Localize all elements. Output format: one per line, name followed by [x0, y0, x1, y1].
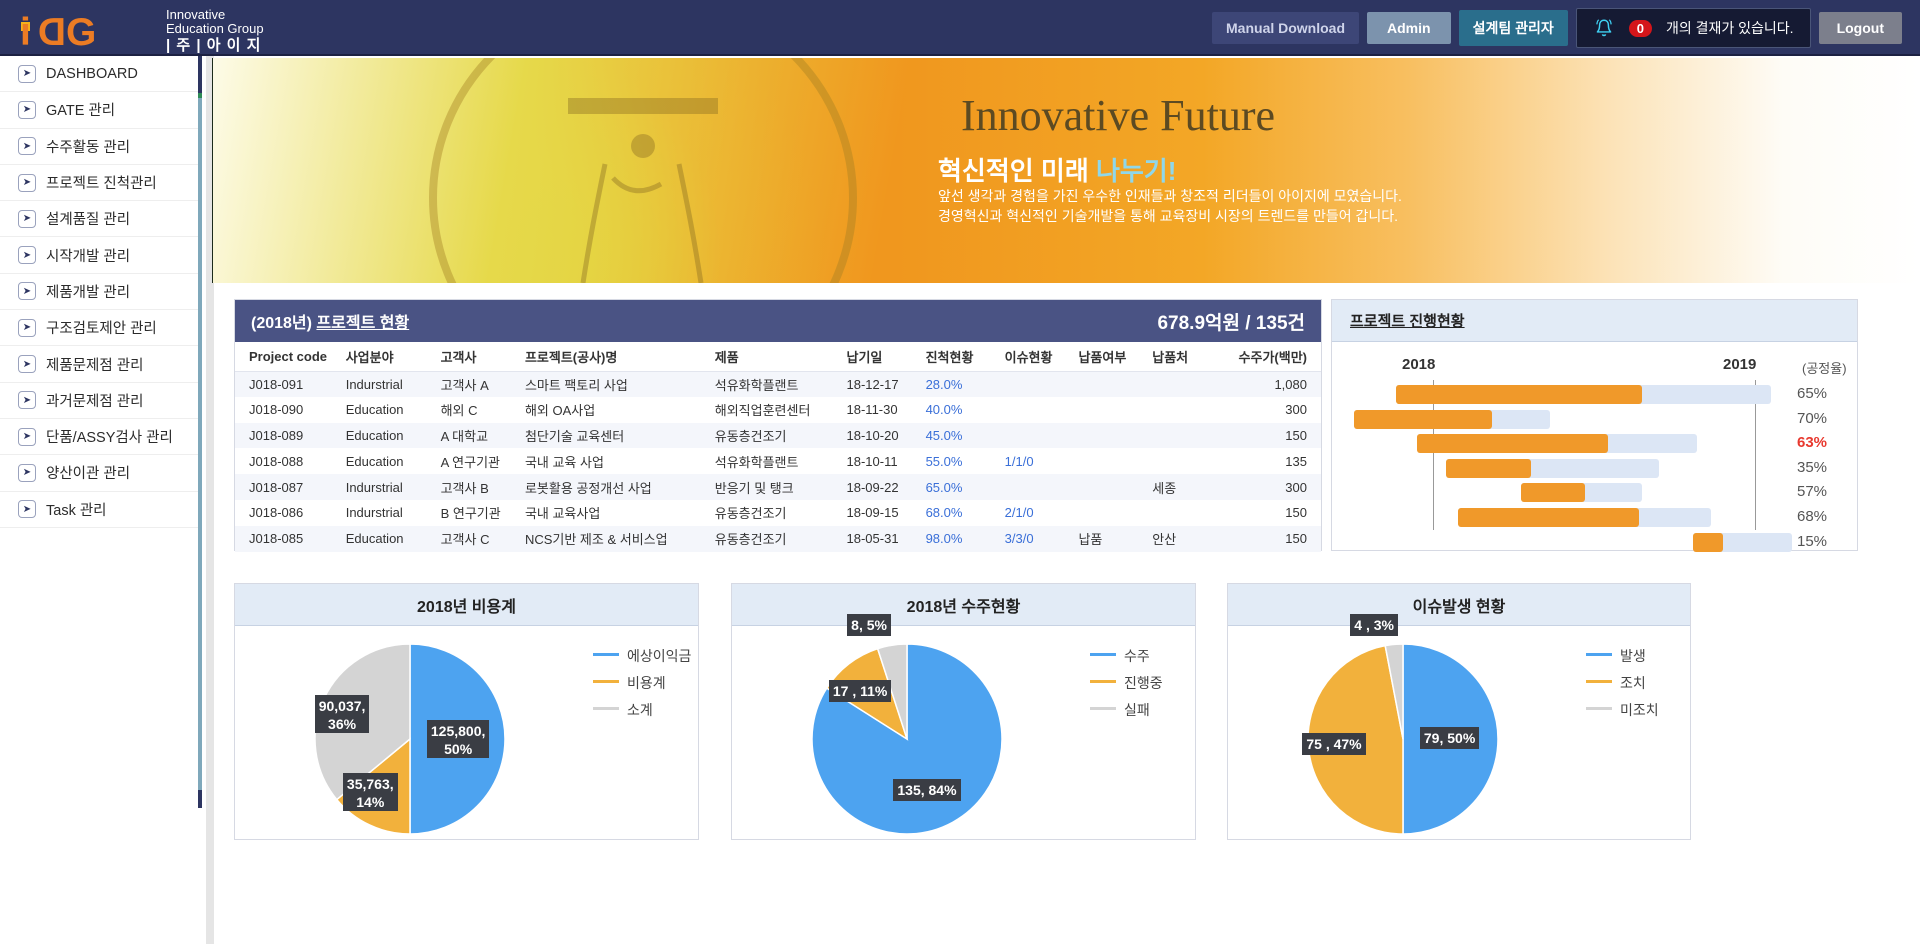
- svg-text:G: G: [66, 11, 96, 51]
- svg-text:i: i: [20, 11, 31, 51]
- svg-text:D: D: [38, 11, 66, 51]
